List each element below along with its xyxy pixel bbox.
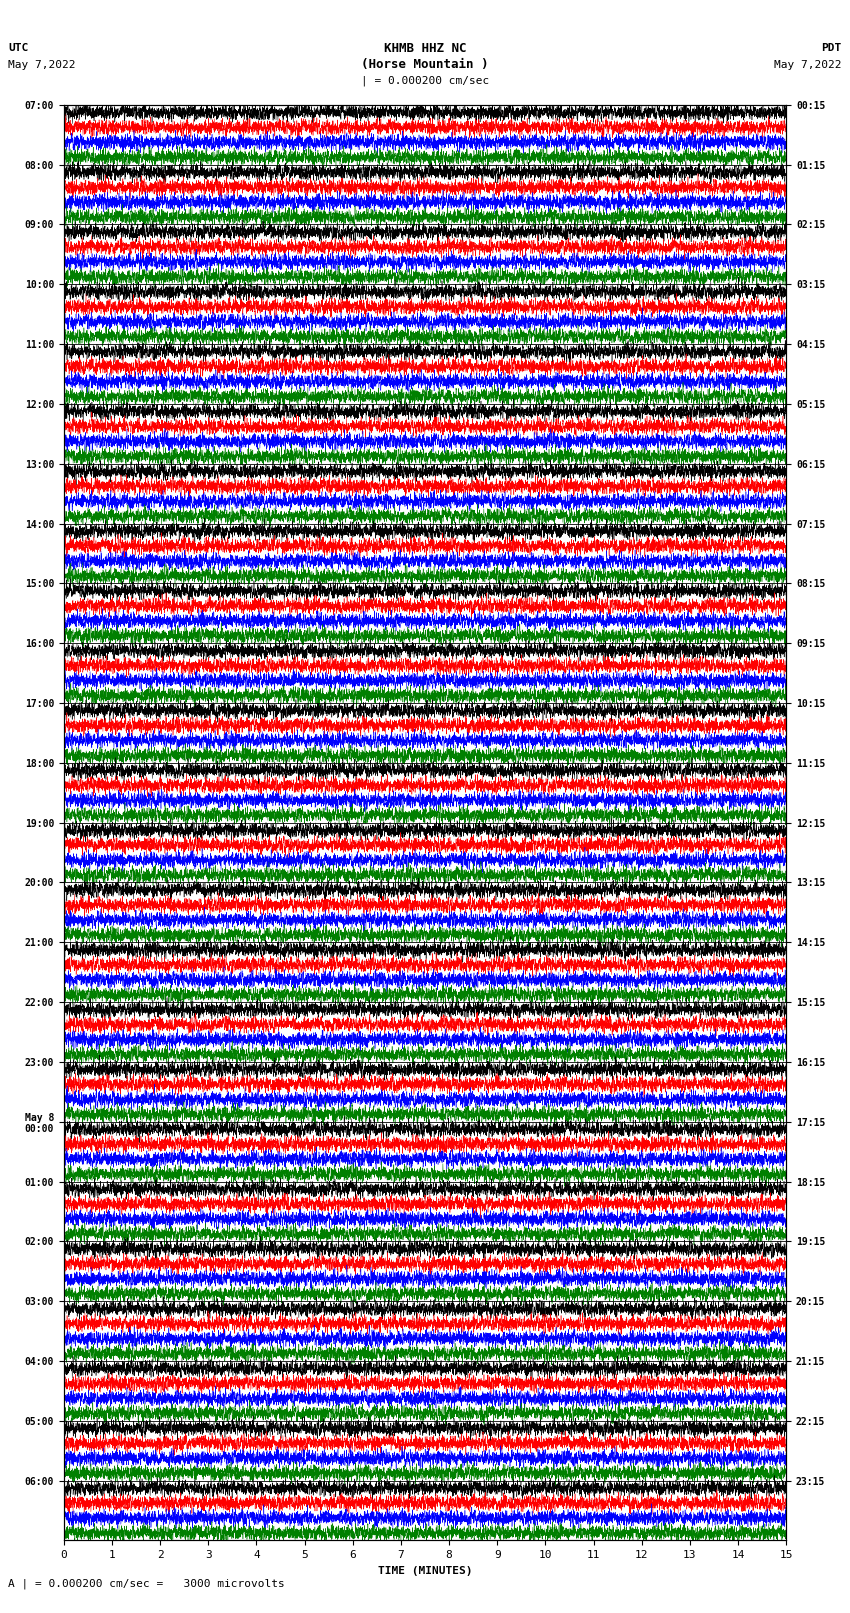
X-axis label: TIME (MINUTES): TIME (MINUTES) bbox=[377, 1566, 473, 1576]
Text: KHMB HHZ NC: KHMB HHZ NC bbox=[383, 42, 467, 55]
Text: May 7,2022: May 7,2022 bbox=[774, 60, 842, 69]
Text: A | = 0.000200 cm/sec =   3000 microvolts: A | = 0.000200 cm/sec = 3000 microvolts bbox=[8, 1579, 286, 1589]
Text: UTC: UTC bbox=[8, 44, 29, 53]
Text: PDT: PDT bbox=[821, 44, 842, 53]
Text: (Horse Mountain ): (Horse Mountain ) bbox=[361, 58, 489, 71]
Text: May 7,2022: May 7,2022 bbox=[8, 60, 76, 69]
Text: | = 0.000200 cm/sec: | = 0.000200 cm/sec bbox=[361, 76, 489, 85]
